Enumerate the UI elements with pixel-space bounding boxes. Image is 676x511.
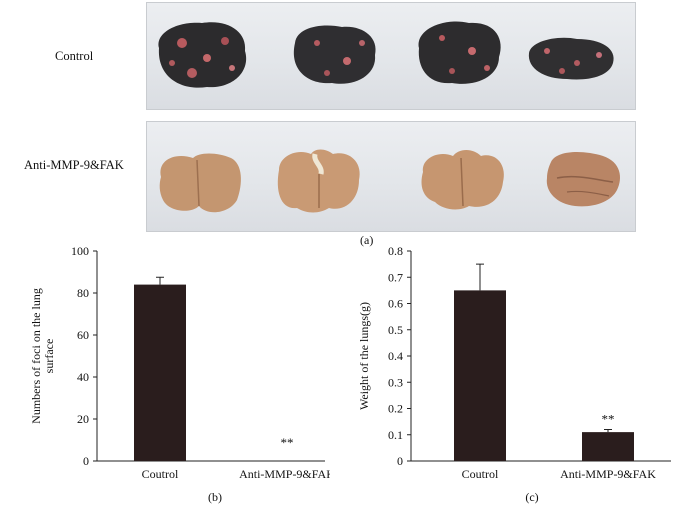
panel-label: (b): [208, 490, 222, 504]
treatment-lung-4: [546, 152, 621, 207]
panel-a-label: (a): [360, 233, 374, 247]
x-tick-label-0: Coutrol: [142, 467, 179, 481]
control-lung-3: [418, 21, 501, 84]
y-tick-label: 0.3: [388, 375, 403, 389]
treatment-lungs-image: [159, 149, 621, 213]
treatment-lung-1: [159, 153, 241, 213]
y-tick-label: 0.5: [388, 323, 403, 337]
y-tick-label: 0: [83, 454, 89, 468]
control-lung-2: [293, 25, 376, 84]
y-tick-label: 0.4: [388, 349, 403, 363]
foci-count-chart: 0 20 40 60 80 100 Coutrol ** Anti-MMP-9&FAK Numbe…: [29, 244, 330, 504]
y-tick-label: 80: [77, 286, 89, 300]
row-label-treatment: Anti-MMP-9&FAK: [24, 158, 124, 172]
treatment-lungs-photo: [146, 121, 636, 232]
treatment-lung-3: [421, 150, 504, 210]
control-lungs-photo: [146, 2, 636, 110]
control-lung-4: [528, 37, 614, 80]
bar-1: [582, 432, 634, 461]
y-tick-label: 0: [397, 454, 403, 468]
y-tick-label: 100: [71, 244, 89, 258]
control-lung-1: [158, 22, 247, 88]
bar-0: [454, 290, 506, 461]
y-axis-title: surface: [42, 339, 56, 374]
bar-0: [134, 284, 186, 461]
x-tick-label-1: Anti-MMP-9&FAK: [239, 467, 330, 481]
y-tick-label: 0.7: [388, 270, 403, 284]
control-lungs-image: [158, 21, 614, 88]
y-tick-label: 0.6: [388, 297, 403, 311]
lung-weight-chart: 0 0.1 0.2 0.3 0.4 0.5 0.6 0.7 0.8 Coutrol ** Anti-M…: [357, 244, 671, 504]
treatment-lung-2: [277, 149, 360, 213]
y-axis-title: Weight of the lungs(g): [357, 302, 371, 410]
y-tick-label: 40: [77, 370, 89, 384]
significance-label-1: **: [602, 412, 615, 427]
significance-label-1: **: [281, 435, 294, 450]
row-label-control: Control: [55, 49, 94, 63]
y-axis-title: Numbers of foci on the lung: [29, 288, 43, 424]
y-tick-label: 0.2: [388, 402, 403, 416]
y-tick-label: 0.8: [388, 244, 403, 258]
y-tick-label: 20: [77, 412, 89, 426]
x-tick-label-0: Coutrol: [462, 467, 499, 481]
panel-label: (c): [525, 490, 538, 504]
y-tick-label: 0.1: [388, 428, 403, 442]
x-tick-label-1: Anti-MMP-9&FAK: [560, 467, 656, 481]
y-tick-label: 60: [77, 328, 89, 342]
